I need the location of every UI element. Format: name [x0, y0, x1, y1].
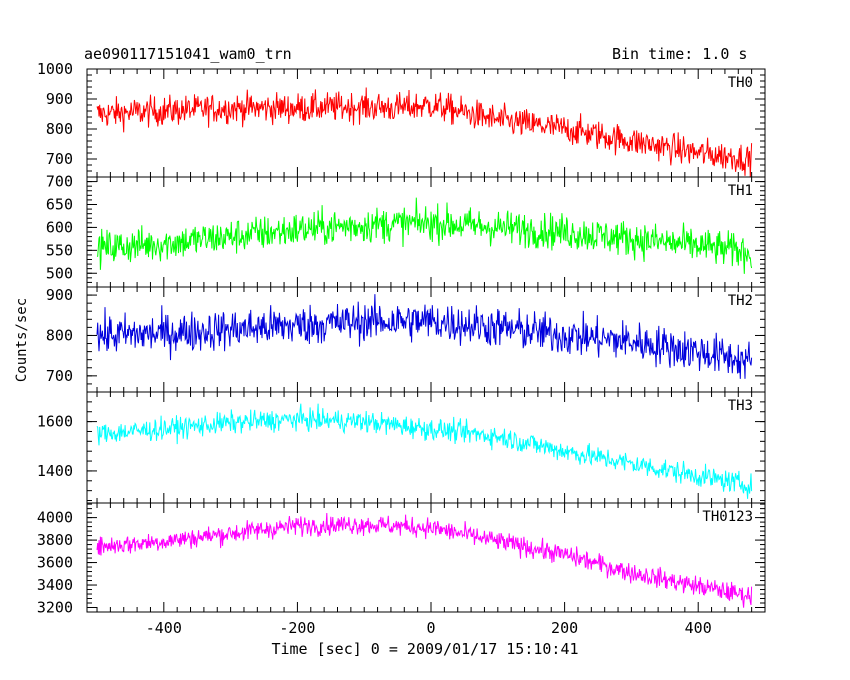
panel-label-th0: TH0 [728, 75, 753, 91]
series-th0 [96, 87, 753, 177]
y-tick-label: 1400 [37, 462, 73, 480]
series-th3 [96, 403, 753, 499]
panel-th1: 500 550 600 650 700 TH1 [46, 173, 766, 288]
y-tick-label: 3400 [37, 576, 73, 594]
y-tick-label: 3800 [37, 531, 73, 549]
y-tick-label: 700 [46, 367, 73, 385]
x-tick-label: -200 [279, 619, 315, 637]
y-tick-label: 500 [46, 264, 73, 282]
panel-label-th3: TH3 [728, 398, 753, 414]
chart-title: ae090117151041_wam0_trn [84, 45, 292, 63]
panel-label-th0123: TH0123 [702, 509, 753, 525]
panel-label-th1: TH1 [728, 183, 753, 199]
y-tick-label: 1000 [37, 60, 73, 78]
y-axis-label: Counts/sec [14, 297, 30, 383]
panel-th2: 700 800 900 TH2 [46, 286, 766, 393]
x-tick-label: -400 [146, 619, 182, 637]
y-tick-label: 700 [46, 150, 73, 168]
panel-frame [86, 502, 766, 613]
y-tick-label: 650 [46, 196, 73, 214]
bin-time-label: Bin time: 1.0 s [612, 45, 748, 63]
series-th0123 [96, 512, 753, 608]
panel-frame [86, 176, 766, 288]
y-tick-label: 550 [46, 241, 73, 259]
panel-th0123: 3200 3400 3600 3800 4000 TH0123 [37, 502, 766, 617]
x-tick-label: 0 [426, 619, 435, 637]
y-tick-label: 700 [46, 173, 73, 191]
panel-frame [86, 391, 766, 504]
series-th2 [96, 294, 753, 379]
y-tick-label: 900 [46, 286, 73, 304]
x-tick-label: 200 [551, 619, 578, 637]
y-tick-label: 800 [46, 326, 73, 344]
y-tick-label: 3600 [37, 554, 73, 572]
y-tick-label: 4000 [37, 509, 73, 527]
y-tick-label: 3200 [37, 599, 73, 617]
y-tick-label: 1600 [37, 413, 73, 431]
panel-frame [86, 68, 766, 178]
y-tick-label: 800 [46, 120, 73, 138]
panel-label-th2: TH2 [728, 293, 753, 309]
series-th1 [96, 197, 753, 274]
panel-th3: 1400 1600 TH3 [37, 391, 766, 504]
x-tick-label: 400 [685, 619, 712, 637]
y-tick-label: 900 [46, 90, 73, 108]
y-tick-label: 600 [46, 218, 73, 236]
panel-th0: 700 800 900 1000 TH0 [37, 60, 766, 178]
x-axis-label: Time [sec] 0 = 2009/01/17 15:10:41 [271, 640, 579, 658]
